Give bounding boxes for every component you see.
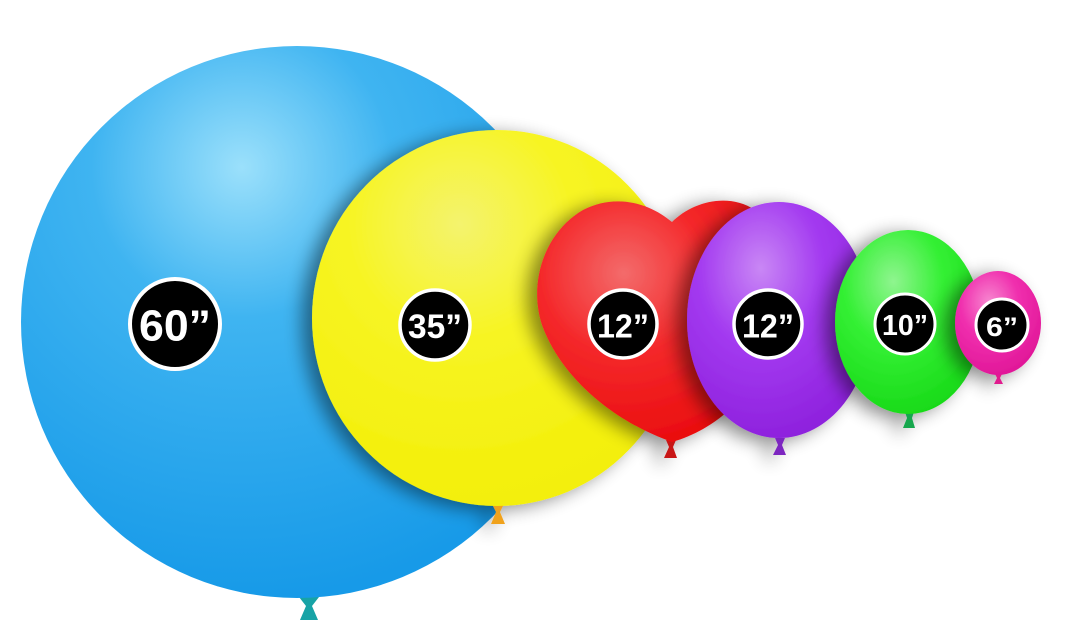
size-badge-10: 10” — [873, 292, 937, 356]
size-label-6: 6” — [986, 312, 1018, 342]
balloon-35-knot — [491, 504, 505, 524]
balloon-10-knot — [903, 412, 915, 428]
size-badge-12: 12” — [732, 288, 804, 360]
size-badge-60: 60” — [128, 277, 222, 371]
size-badge-12-heart: 12” — [587, 288, 659, 360]
size-label-60: 60” — [139, 302, 211, 351]
size-label-10: 10” — [882, 310, 928, 342]
balloon-12-heart-knot — [664, 440, 677, 458]
balloon-12-knot — [773, 438, 786, 455]
size-badge-6: 6” — [974, 297, 1030, 353]
size-label-35: 35” — [408, 308, 462, 346]
size-label-12: 12” — [742, 308, 794, 345]
balloon-6-knot — [994, 374, 1003, 384]
size-label-12-heart: 12” — [597, 308, 649, 345]
size-badge-35: 35” — [398, 288, 472, 362]
balloon-60-knot — [299, 597, 319, 620]
